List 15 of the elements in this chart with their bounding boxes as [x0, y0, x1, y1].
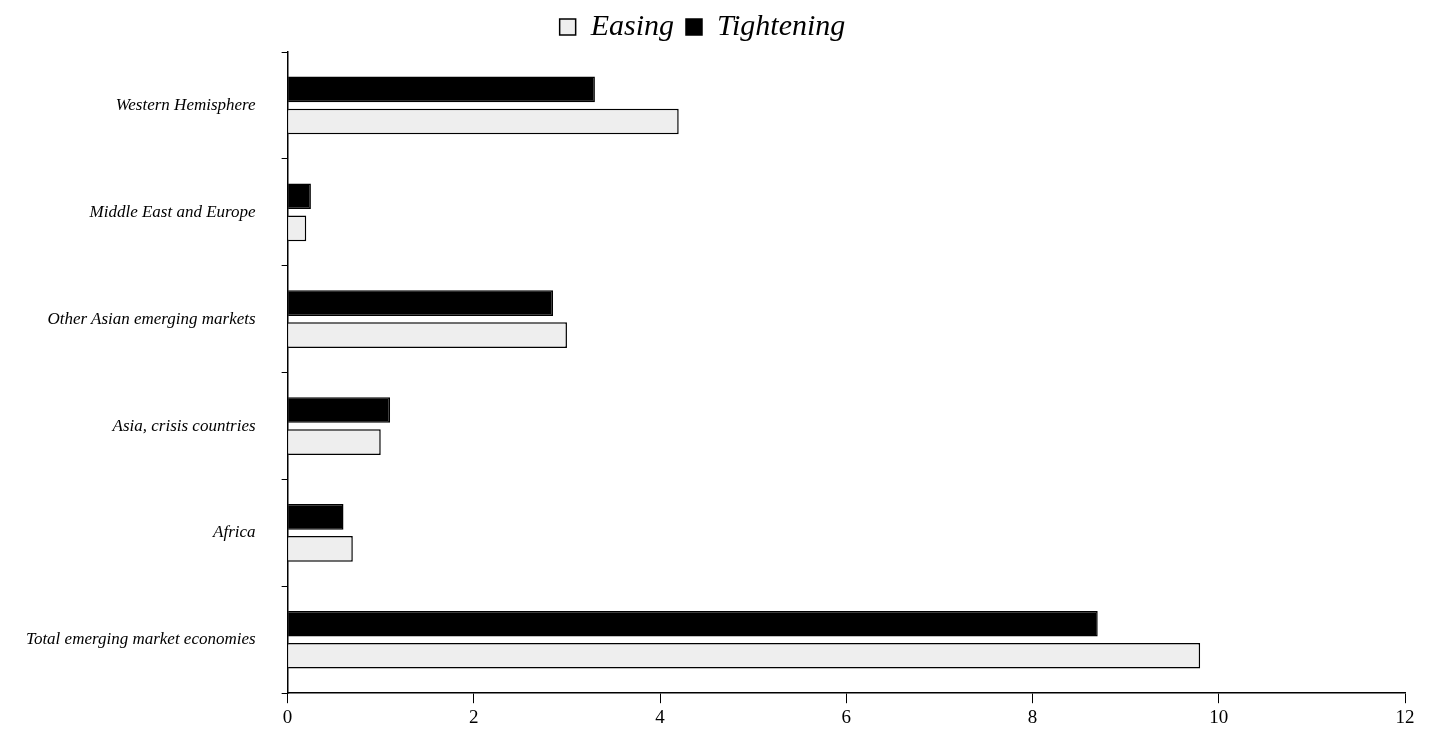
x-tick-label: 6: [841, 705, 852, 727]
y-tick-label: Western Hemisphere: [115, 94, 257, 114]
legend-label: Easing: [589, 7, 674, 41]
x-tick-label: 2: [469, 705, 479, 727]
x-tick-label: 4: [655, 705, 666, 727]
y-tick-label: Africa: [212, 522, 256, 542]
y-tick-label: Asia, crisis countries: [111, 415, 256, 435]
y-tick-label: Middle East and Europe: [88, 201, 257, 221]
legend-label: Tightening: [716, 7, 846, 41]
x-tick-label: 8: [1027, 705, 1038, 727]
y-tick-label: Other Asian emerging markets: [47, 308, 256, 328]
y-tick-label: Total emerging market economies: [26, 629, 257, 649]
x-tick-label: 12: [1395, 705, 1415, 727]
x-tick-label: 10: [1209, 705, 1229, 727]
x-tick-label: 0: [282, 705, 293, 727]
